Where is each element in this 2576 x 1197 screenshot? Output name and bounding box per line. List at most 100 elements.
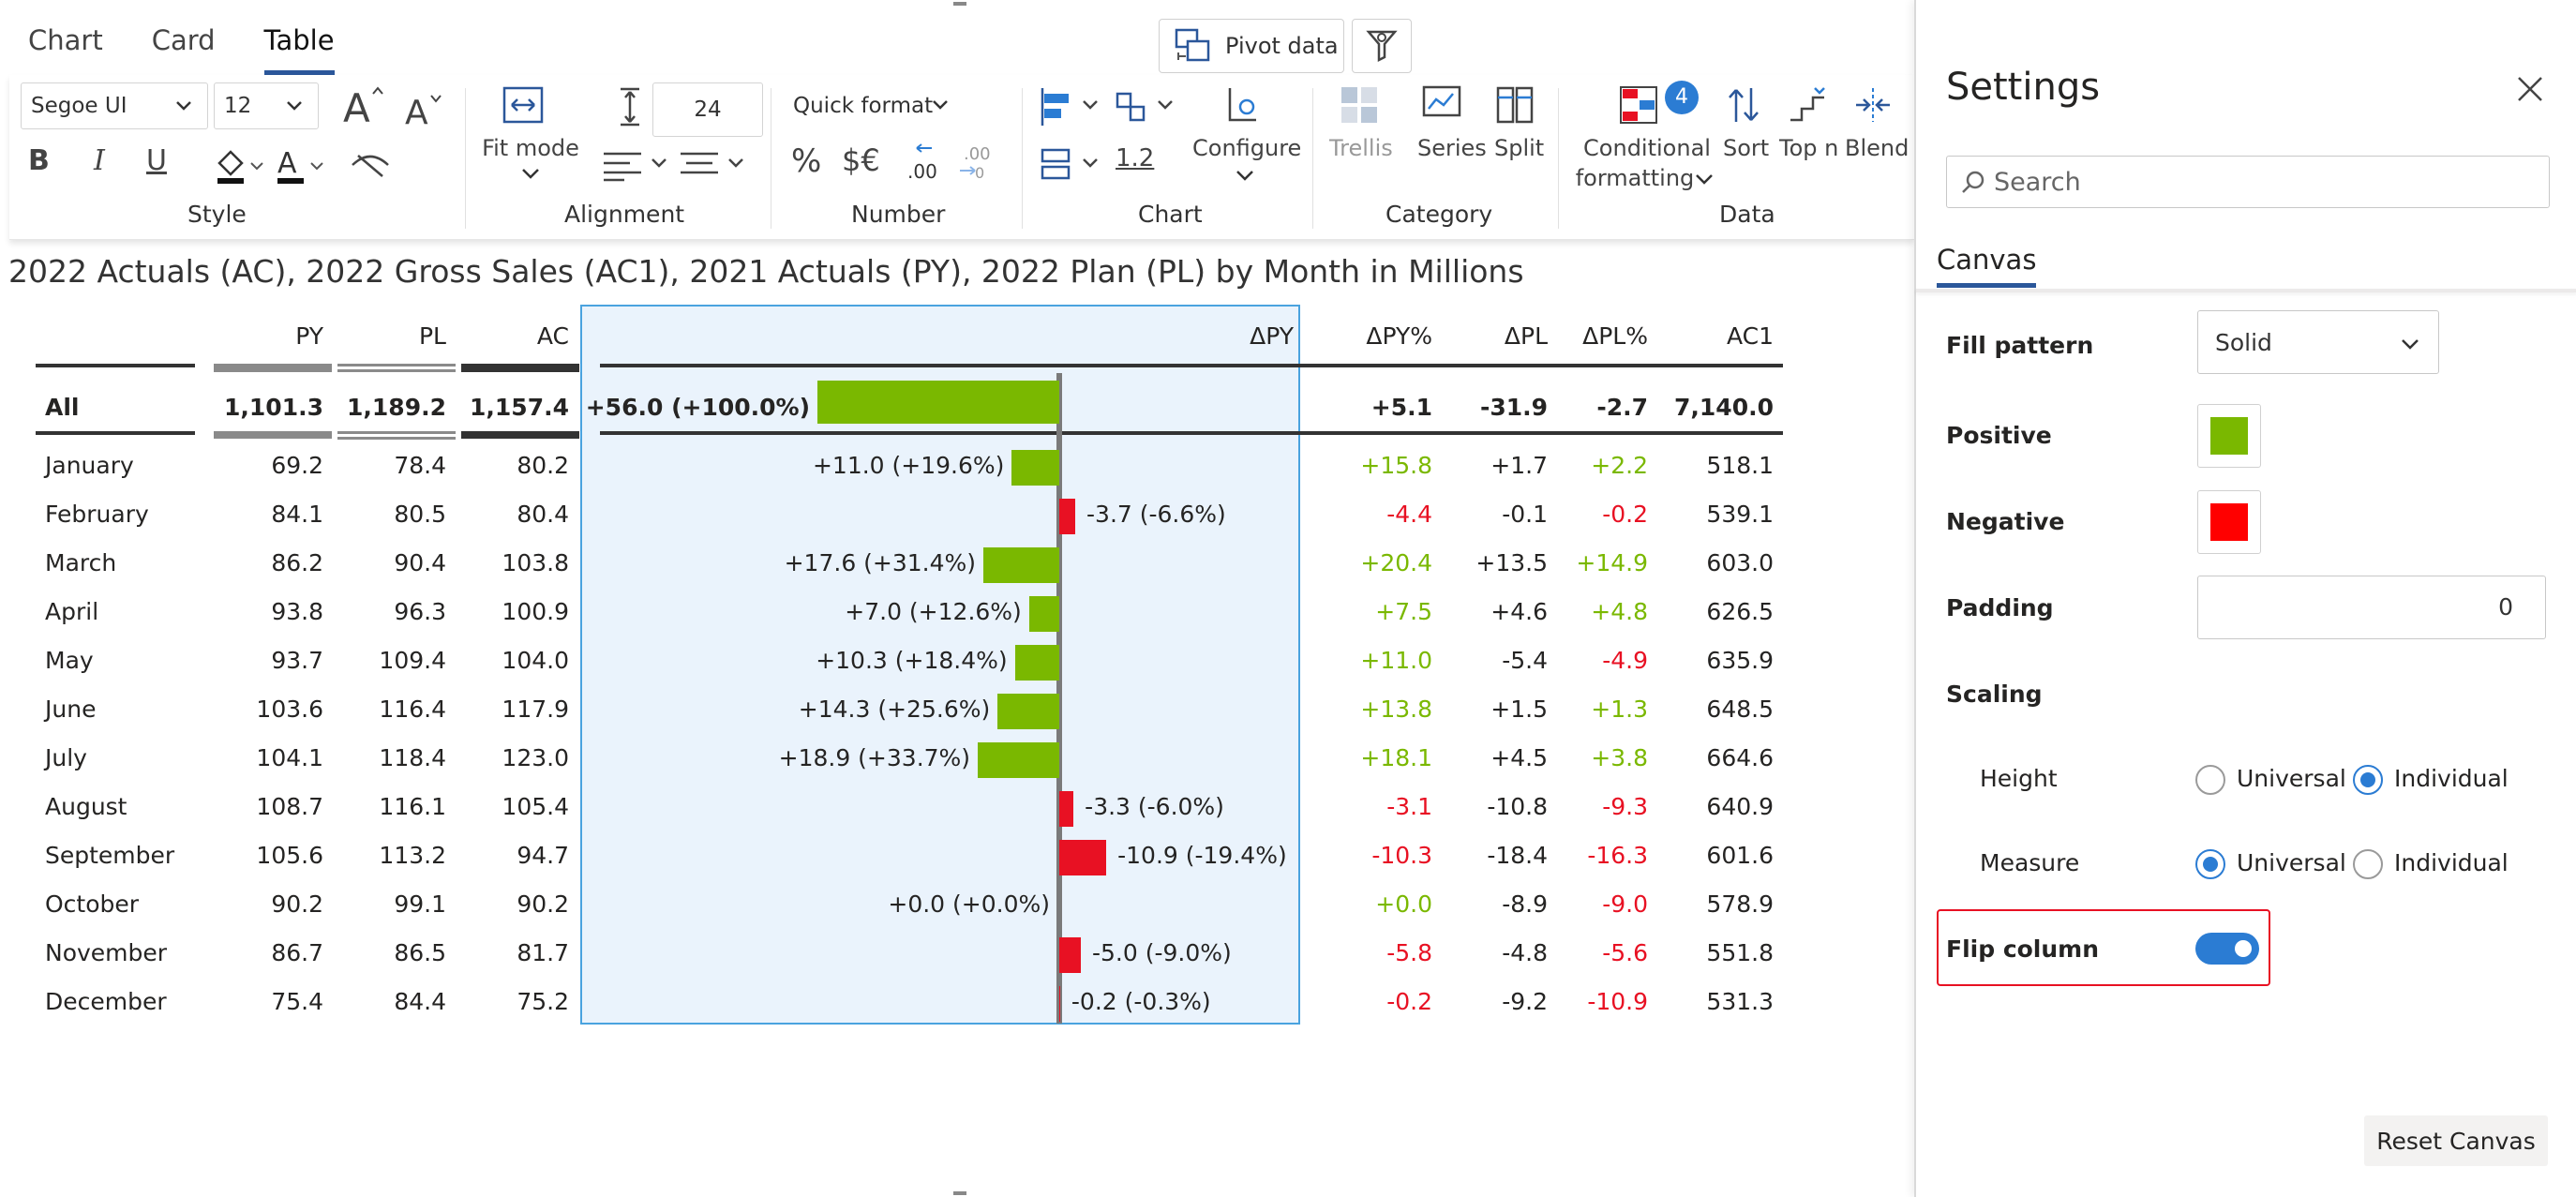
pivot-data-button[interactable]: Pivot data [1159,19,1344,73]
settings-search-input[interactable]: Search [1946,156,2550,208]
variance-chart-icon[interactable] [1039,144,1110,186]
top-n-label[interactable]: Top n [1779,135,1839,161]
tab-card[interactable]: Card [151,24,216,56]
increase-font-icon[interactable]: A [341,84,386,127]
header-ac1: AC1 [1726,322,1774,350]
tab-chart[interactable]: Chart [28,24,103,56]
ribbon-separator [1558,88,1559,229]
hide-icon[interactable] [349,148,392,182]
dpy-column-selected[interactable] [580,305,1300,1025]
measure-individual-radio[interactable] [2353,849,2383,879]
font-color-icon[interactable]: A [274,144,328,186]
row-height-input[interactable]: 24 [652,82,763,137]
number-display-button[interactable]: 1.2 [1116,144,1155,172]
blend-label[interactable]: Blend [1845,135,1910,161]
table-row-label: March [45,549,117,576]
reset-canvas-button[interactable]: Reset Canvas [2364,1115,2548,1166]
font-family-dropdown[interactable]: Segoe UI [21,82,208,129]
cell-ac1: 640.9 [1706,793,1774,820]
bold-button[interactable]: B [28,144,50,177]
data-group-label: Data [1719,201,1775,228]
flip-column-toggle[interactable] [2195,933,2259,965]
currency-button[interactable]: $€ [842,142,880,178]
series-label[interactable]: Series [1417,135,1487,161]
series-icon[interactable] [1421,84,1462,126]
chevron-down-icon[interactable] [1234,165,1256,186]
fit-mode-label[interactable]: Fit mode [482,135,579,161]
dpy-label: +0.0 (+0.0%) [888,890,1050,918]
height-individual-radio[interactable] [2353,765,2383,795]
align-left-icon[interactable] [600,148,679,182]
conditional-label-1[interactable]: Conditional [1583,135,1711,161]
top-n-icon[interactable] [1787,84,1828,126]
sort-label[interactable]: Sort [1723,135,1770,161]
cell-py: 84.1 [271,501,323,528]
svg-text:.00: .00 [964,144,991,164]
configure-label[interactable]: Configure [1192,135,1302,161]
chevron-down-icon [176,101,191,111]
split-label[interactable]: Split [1494,135,1545,161]
dpy-label: -3.7 (-6.6%) [1086,501,1226,528]
padding-input[interactable]: 0 [2197,576,2546,639]
chevron-down-icon[interactable] [519,163,542,184]
percent-button[interactable]: % [791,142,822,180]
header-pl: PL [418,322,446,350]
blend-icon[interactable] [1852,84,1894,126]
cell-dpy-pct: +20.4 [1360,549,1432,576]
fill-pattern-value: Solid [2215,328,2272,356]
decrease-font-icon[interactable]: A [403,88,446,127]
ac-header-bar [461,364,579,372]
close-icon[interactable] [2516,75,2544,103]
cell-pl: 78.4 [394,452,446,479]
cell-dpy-pct: +15.8 [1360,452,1432,479]
tab-canvas[interactable]: Canvas [1937,244,2037,288]
filter-settings-button[interactable] [1352,19,1412,73]
cell-pl: 99.1 [394,890,446,918]
cell-ac1: 648.5 [1706,696,1774,723]
table-row-label: December [45,988,167,1015]
quick-format-dropdown[interactable]: Quick format [784,82,1001,129]
resize-handle-bottom[interactable] [953,1191,966,1195]
conditional-label-2[interactable]: formatting [1575,165,1695,191]
decrease-decimals-icon[interactable]: .00 [906,142,947,184]
cell-dpl: -9.2 [1502,988,1548,1015]
total-dpy-label: +56.0 (+100.0%) [585,394,810,421]
waterfall-chart-icon[interactable] [1114,86,1185,127]
font-size-dropdown[interactable]: 12 [214,82,319,129]
total-pl: 1,189.2 [347,394,446,421]
italic-button[interactable]: I [94,144,105,177]
height-universal-label: Universal [2237,765,2346,792]
trellis-label[interactable]: Trellis [1329,135,1393,161]
dpy-bar [1059,986,1060,1022]
resize-handle-top[interactable] [953,2,966,6]
chevron-down-icon[interactable] [1693,169,1715,189]
underline-button[interactable]: U [146,144,167,177]
cell-py: 93.8 [271,598,323,625]
bar-chart-type-icon[interactable] [1039,86,1110,127]
sort-icon[interactable] [1723,84,1764,126]
fill-color-icon[interactable] [214,144,268,186]
split-icon[interactable] [1494,84,1535,126]
table-row-label: June [45,696,97,723]
trellis-icon[interactable] [1339,84,1380,126]
dpy-bar [1059,840,1107,875]
fit-mode-icon[interactable] [502,86,544,124]
positive-color-picker[interactable] [2197,404,2261,468]
align-center-icon[interactable] [677,148,756,182]
negative-color-picker[interactable] [2197,490,2261,554]
header-py: PY [295,322,323,350]
conditional-formatting-icon[interactable] [1618,84,1659,126]
increase-decimals-icon[interactable]: .000 [956,142,997,184]
cell-ac: 75.2 [517,988,569,1015]
tab-table[interactable]: Table [263,19,335,75]
svg-text:A: A [343,85,370,127]
row-height-icon [621,87,639,127]
cell-dpl-pct: +1.3 [1591,696,1648,723]
cell-pl: 80.5 [394,501,446,528]
measure-universal-radio[interactable] [2195,849,2225,879]
cell-dpy-pct: +13.8 [1360,696,1432,723]
height-universal-radio[interactable] [2195,765,2225,795]
fill-pattern-dropdown[interactable]: Solid [2197,310,2439,374]
dpy-label: -10.9 (-19.4%) [1117,842,1287,869]
configure-icon[interactable] [1224,84,1262,126]
